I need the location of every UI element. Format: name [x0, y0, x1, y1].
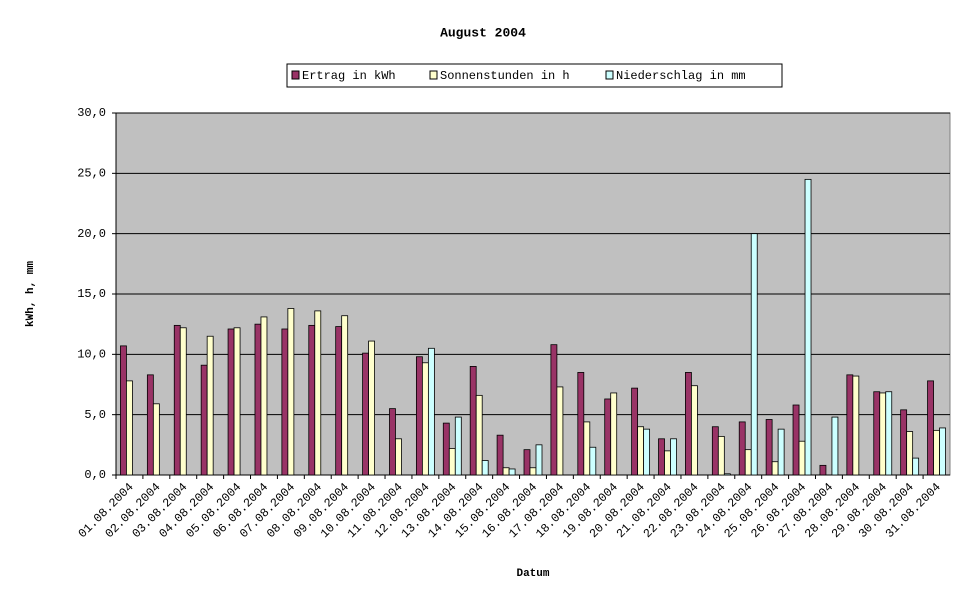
bar	[389, 408, 396, 476]
bar	[637, 426, 645, 476]
bar	[583, 421, 591, 476]
bar	[126, 380, 133, 476]
legend-swatch	[429, 70, 438, 80]
bar	[658, 438, 665, 476]
bar	[496, 434, 504, 476]
bar	[610, 392, 618, 476]
bar	[831, 416, 839, 476]
bar	[852, 375, 860, 476]
bar	[502, 467, 510, 476]
bar	[308, 324, 316, 476]
bar	[535, 444, 543, 476]
bar	[254, 323, 262, 476]
bar	[685, 372, 692, 476]
bar	[206, 335, 214, 476]
bar	[900, 409, 908, 476]
y-tick-label: 5,0	[84, 408, 106, 422]
bar	[152, 403, 160, 476]
bar	[523, 449, 531, 476]
y-tick-label: 10,0	[77, 348, 106, 362]
y-tick-label: 15,0	[77, 287, 106, 301]
bar	[529, 467, 537, 476]
bar	[885, 391, 893, 476]
bar	[777, 428, 785, 476]
bar	[120, 345, 127, 476]
bar	[906, 431, 914, 476]
bar	[281, 328, 289, 476]
bar	[146, 374, 154, 476]
legend-label: Ertrag in kWh	[302, 69, 396, 83]
bar	[717, 435, 725, 476]
bar	[771, 461, 779, 476]
y-tick-label: 0,0	[84, 468, 106, 482]
bar	[556, 386, 564, 476]
bar	[939, 427, 946, 476]
bar	[368, 340, 375, 476]
bar	[631, 387, 639, 476]
bar	[442, 422, 450, 476]
bar	[589, 446, 597, 476]
legend-swatch	[605, 70, 614, 80]
bar	[643, 428, 651, 476]
y-tick-label: 25,0	[77, 167, 106, 181]
bar	[744, 449, 752, 476]
bar	[577, 372, 585, 476]
y-tick-label: 20,0	[77, 227, 106, 241]
bar	[454, 416, 462, 476]
bar	[415, 356, 423, 476]
bar	[179, 327, 187, 476]
bar	[427, 347, 435, 476]
legend-label: Niederschlag in mm	[616, 69, 746, 83]
bar	[395, 438, 402, 476]
y-axis-label: kWh, h, mm	[25, 261, 37, 327]
bar	[664, 450, 671, 476]
bar	[846, 374, 854, 476]
bar	[287, 308, 295, 476]
bar	[750, 233, 758, 476]
bar	[819, 464, 827, 476]
bar	[912, 457, 920, 476]
legend-box	[286, 63, 783, 88]
chart-title: August 2004	[440, 25, 526, 40]
bar	[314, 310, 322, 476]
bar	[550, 344, 558, 476]
y-tick-label: 30,0	[77, 106, 106, 120]
bar	[469, 365, 477, 476]
bar	[927, 380, 934, 476]
bar	[335, 326, 343, 476]
bar	[233, 327, 241, 476]
bar	[421, 362, 429, 476]
bar	[879, 392, 887, 476]
bar	[448, 448, 456, 476]
bar	[804, 178, 812, 476]
bar	[362, 352, 369, 476]
legend-label: Sonnenstunden in h	[440, 69, 570, 83]
bar	[723, 473, 731, 476]
bar	[933, 429, 940, 476]
bar	[711, 426, 719, 476]
bar	[260, 316, 268, 476]
bar	[481, 460, 489, 476]
bar	[670, 438, 677, 476]
bar	[738, 421, 746, 476]
bar	[798, 440, 806, 476]
bar	[508, 468, 516, 476]
bar	[792, 404, 800, 476]
bar	[200, 364, 208, 476]
x-axis-label: Datum	[516, 568, 549, 580]
bar	[341, 315, 349, 476]
bar	[173, 324, 181, 476]
bar	[691, 385, 698, 476]
bar	[765, 419, 773, 476]
bar	[873, 391, 881, 476]
bar	[227, 328, 235, 476]
bar	[604, 398, 612, 476]
bar	[475, 394, 483, 476]
legend-swatch	[291, 70, 300, 80]
